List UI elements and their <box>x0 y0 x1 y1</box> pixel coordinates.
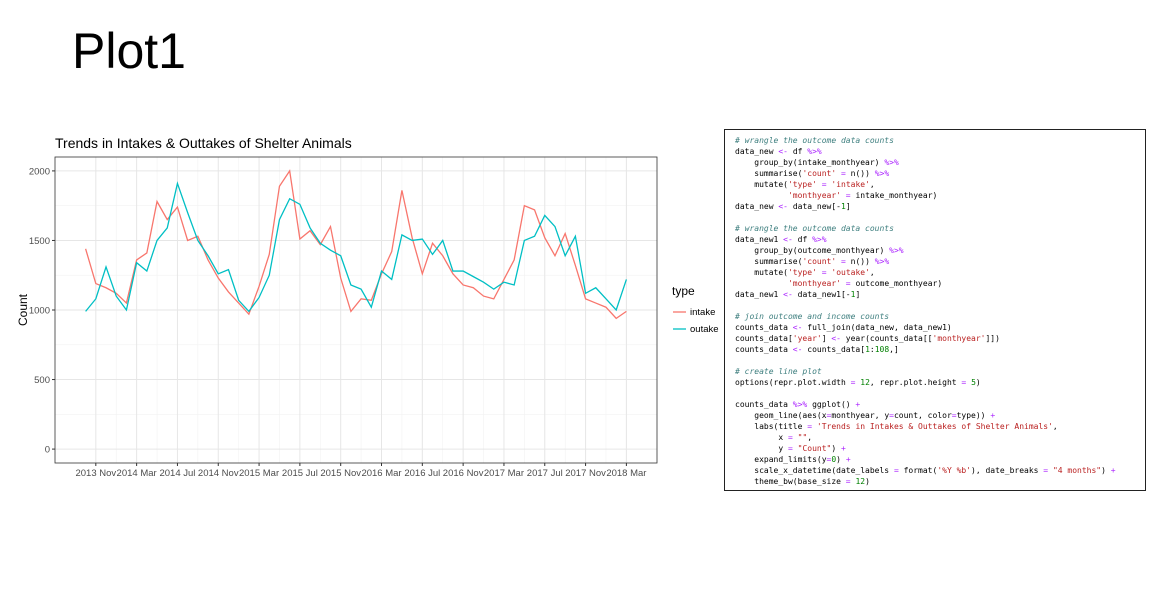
code-line: # wrangle the outcome data counts <box>735 224 894 233</box>
code-line: group_by(outcome_monthyear) %>% <box>735 246 904 255</box>
code-line: data_new <- df %>% <box>735 147 822 156</box>
code-line: counts_data <- full_join(data_new, data_… <box>735 323 952 332</box>
code-line: # create line plot <box>735 367 822 376</box>
x-tick-label: 2014 Mar <box>117 468 157 479</box>
x-tick-label: 2017 Mar <box>484 468 524 479</box>
y-tick-label: 2000 <box>29 166 50 177</box>
code-line: options(repr.plot.width = 12, repr.plot.… <box>735 378 981 387</box>
code-line: data_new <- data_new[-1] <box>735 202 851 211</box>
chart: Trends in Intakes & Outtakes of Shelter … <box>16 135 719 479</box>
legend-title: type <box>672 284 695 298</box>
x-tick-label: 2016 Nov <box>443 468 484 479</box>
x-tick-label: 2015 Mar <box>239 468 279 479</box>
x-tick-label: 2013 Nov <box>75 468 116 479</box>
code-line: summarise('count' = n()) %>% <box>735 169 890 178</box>
x-tick-label: 2016 Mar <box>361 468 401 479</box>
x-tick-label: 2015 Nov <box>320 468 361 479</box>
code-line: counts_data %>% ggplot() + <box>735 400 861 409</box>
code-line: y = "Count") + <box>735 444 846 453</box>
x-tick-label: 2018 Mar <box>606 468 646 479</box>
code-line: x = "", <box>735 433 813 442</box>
y-tick-label: 1500 <box>29 236 50 247</box>
legend-label: outake <box>690 324 719 335</box>
code-line: geom_line(aes(x=monthyear, y=count, colo… <box>735 411 996 420</box>
code-line: # wrangle the outcome data counts <box>735 136 894 145</box>
slide-title: Plot1 <box>72 23 186 79</box>
x-tick-label: 2017 Jul <box>527 468 563 479</box>
code-block: # wrangle the outcome data counts data_ne… <box>724 129 1146 491</box>
code-section: # join outcome and income counts counts_d… <box>735 311 1145 355</box>
code-line: summarise('count' = n()) %>% <box>735 257 890 266</box>
code-line: data_new1 <- data_new1[-1] <box>735 290 861 299</box>
code-line: labs(title = 'Trends in Intakes & Outtak… <box>735 422 1058 431</box>
chart-title: Trends in Intakes & Outtakes of Shelter … <box>55 135 352 151</box>
code-line: # join outcome and income counts <box>735 312 890 321</box>
code-line: data_new1 <- df %>% <box>735 235 827 244</box>
code-line: theme_bw(base_size = 12) <box>735 477 870 486</box>
code-section: counts_data %>% ggplot() + geom_line(aes… <box>735 399 1145 487</box>
code-line: 'monthyear' = intake_monthyear) <box>787 191 938 200</box>
y-tick-label: 1000 <box>29 306 50 317</box>
x-tick-label: 2014 Jul <box>159 468 195 479</box>
y-tick-label: 0 <box>45 445 50 456</box>
series-line <box>84 169 627 320</box>
legend-label: intake <box>690 307 715 318</box>
series-line <box>85 181 628 313</box>
plot-border <box>54 156 658 464</box>
x-tick-label: 2017 Nov <box>565 468 606 479</box>
y-tick-label: 500 <box>34 375 50 386</box>
code-line: mutate('type' = 'outake', <box>735 268 875 277</box>
code-line: counts_data['year'] <- year(counts_data[… <box>735 334 1000 343</box>
code-section: # wrangle the outcome data counts data_ne… <box>735 223 1145 300</box>
x-tick-label: 2016 Jul <box>404 468 440 479</box>
code-line: 'monthyear' = outcome_monthyear) <box>787 279 943 288</box>
code-line: group_by(intake_monthyear) %>% <box>735 158 899 167</box>
code-line: counts_data <- counts_data[1:108,] <box>735 345 899 354</box>
code-section: # create line plot options(repr.plot.widt… <box>735 366 1145 388</box>
code-section: # wrangle the outcome data counts data_ne… <box>735 135 1145 212</box>
code-line: mutate('type' = 'intake', <box>735 180 875 189</box>
x-tick-label: 2014 Nov <box>198 468 239 479</box>
code-line: scale_x_datetime(date_labels = format('%… <box>735 466 1116 475</box>
code-line: expand_limits(y=0) + <box>735 455 851 464</box>
y-axis-title: Count <box>16 293 30 326</box>
x-tick-label: 2015 Jul <box>282 468 318 479</box>
